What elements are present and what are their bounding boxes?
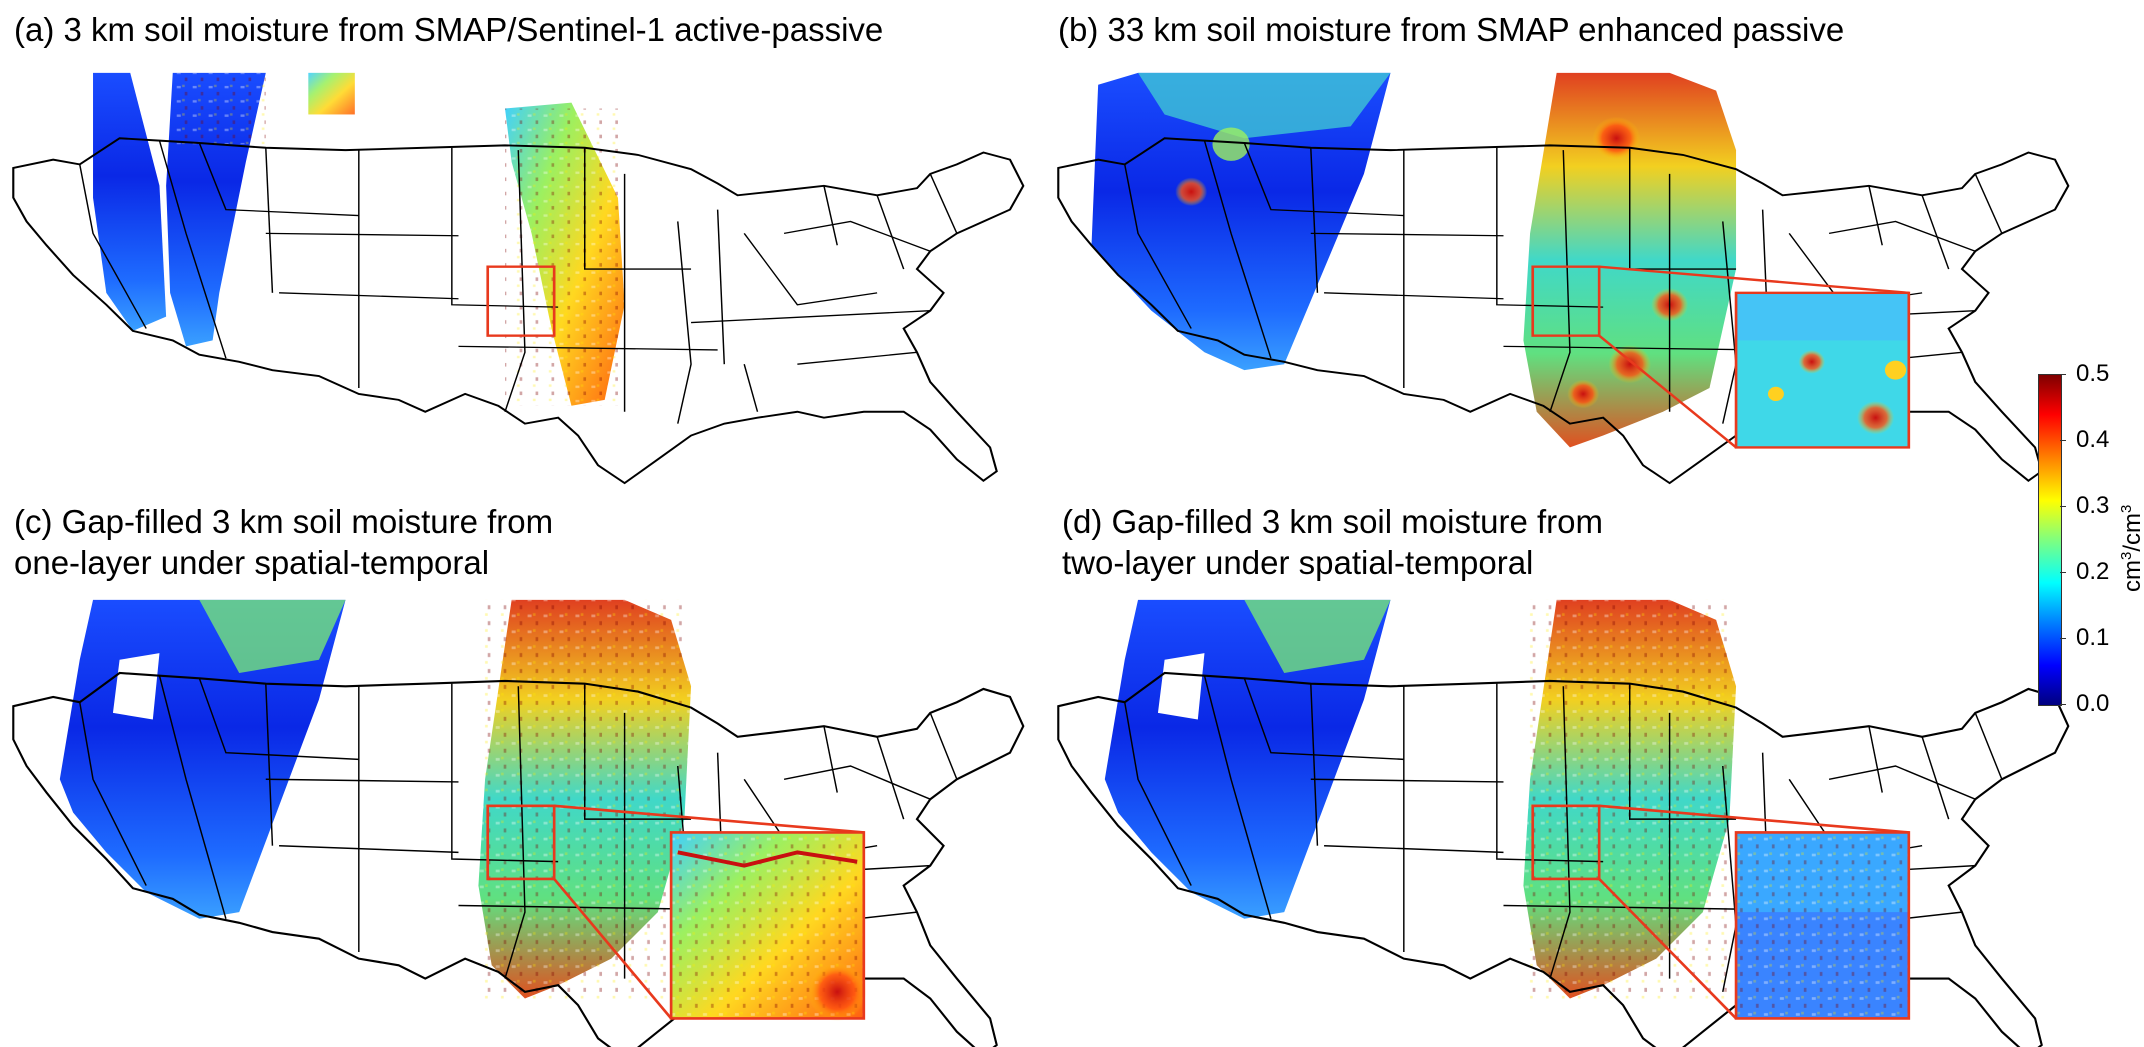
panel-a-title: (a) 3 km soil moisture from SMAP/Sentine… [14, 11, 884, 48]
colorbar-tick-0-3: 0.3 [2076, 492, 2110, 519]
colorbar-tick-0-1: 0.1 [2076, 624, 2110, 651]
panel-a-swath-west-1 [93, 72, 167, 331]
panel-c-map [0, 580, 1025, 1047]
panel-b-map [1045, 55, 2070, 495]
panel-c-title-line1: (c) Gap-filled 3 km soil moisture from [14, 503, 554, 540]
panel-b-inset [1734, 291, 1911, 449]
colorbar-tick-0-2: 0.2 [2076, 558, 2110, 585]
panel-a-swath-west-3 [308, 72, 355, 115]
panel-b-highlight-box [1531, 265, 1601, 337]
panel-b-title: (b) 33 km soil moisture from SMAP enhanc… [1058, 11, 1845, 48]
panel-a-map [0, 55, 1025, 495]
panel-d-map [1045, 580, 2070, 1047]
panel-d-inset [1734, 831, 1911, 1020]
panel-d-highlight-box [1531, 804, 1601, 881]
panel-c-inset [669, 831, 867, 1022]
colorbar-tick-0-0: 0.0 [2076, 690, 2110, 717]
colorbar [2038, 374, 2062, 706]
colorbar-unit-label: cm3/cm3 [2118, 504, 2144, 592]
colorbar-tick-0-5: 0.5 [2076, 360, 2110, 387]
panel-c-highlight-box [486, 804, 556, 881]
panel-d-title-line1: (d) Gap-filled 3 km soil moisture from [1062, 503, 1603, 540]
panel-a-highlight-box [486, 265, 556, 337]
colorbar-tick-0-4: 0.4 [2076, 426, 2110, 453]
panel-d-title-line2: two-layer under spatial-temporal [1062, 544, 1534, 581]
panel-c-title-line2: one-layer under spatial-temporal [14, 544, 490, 581]
